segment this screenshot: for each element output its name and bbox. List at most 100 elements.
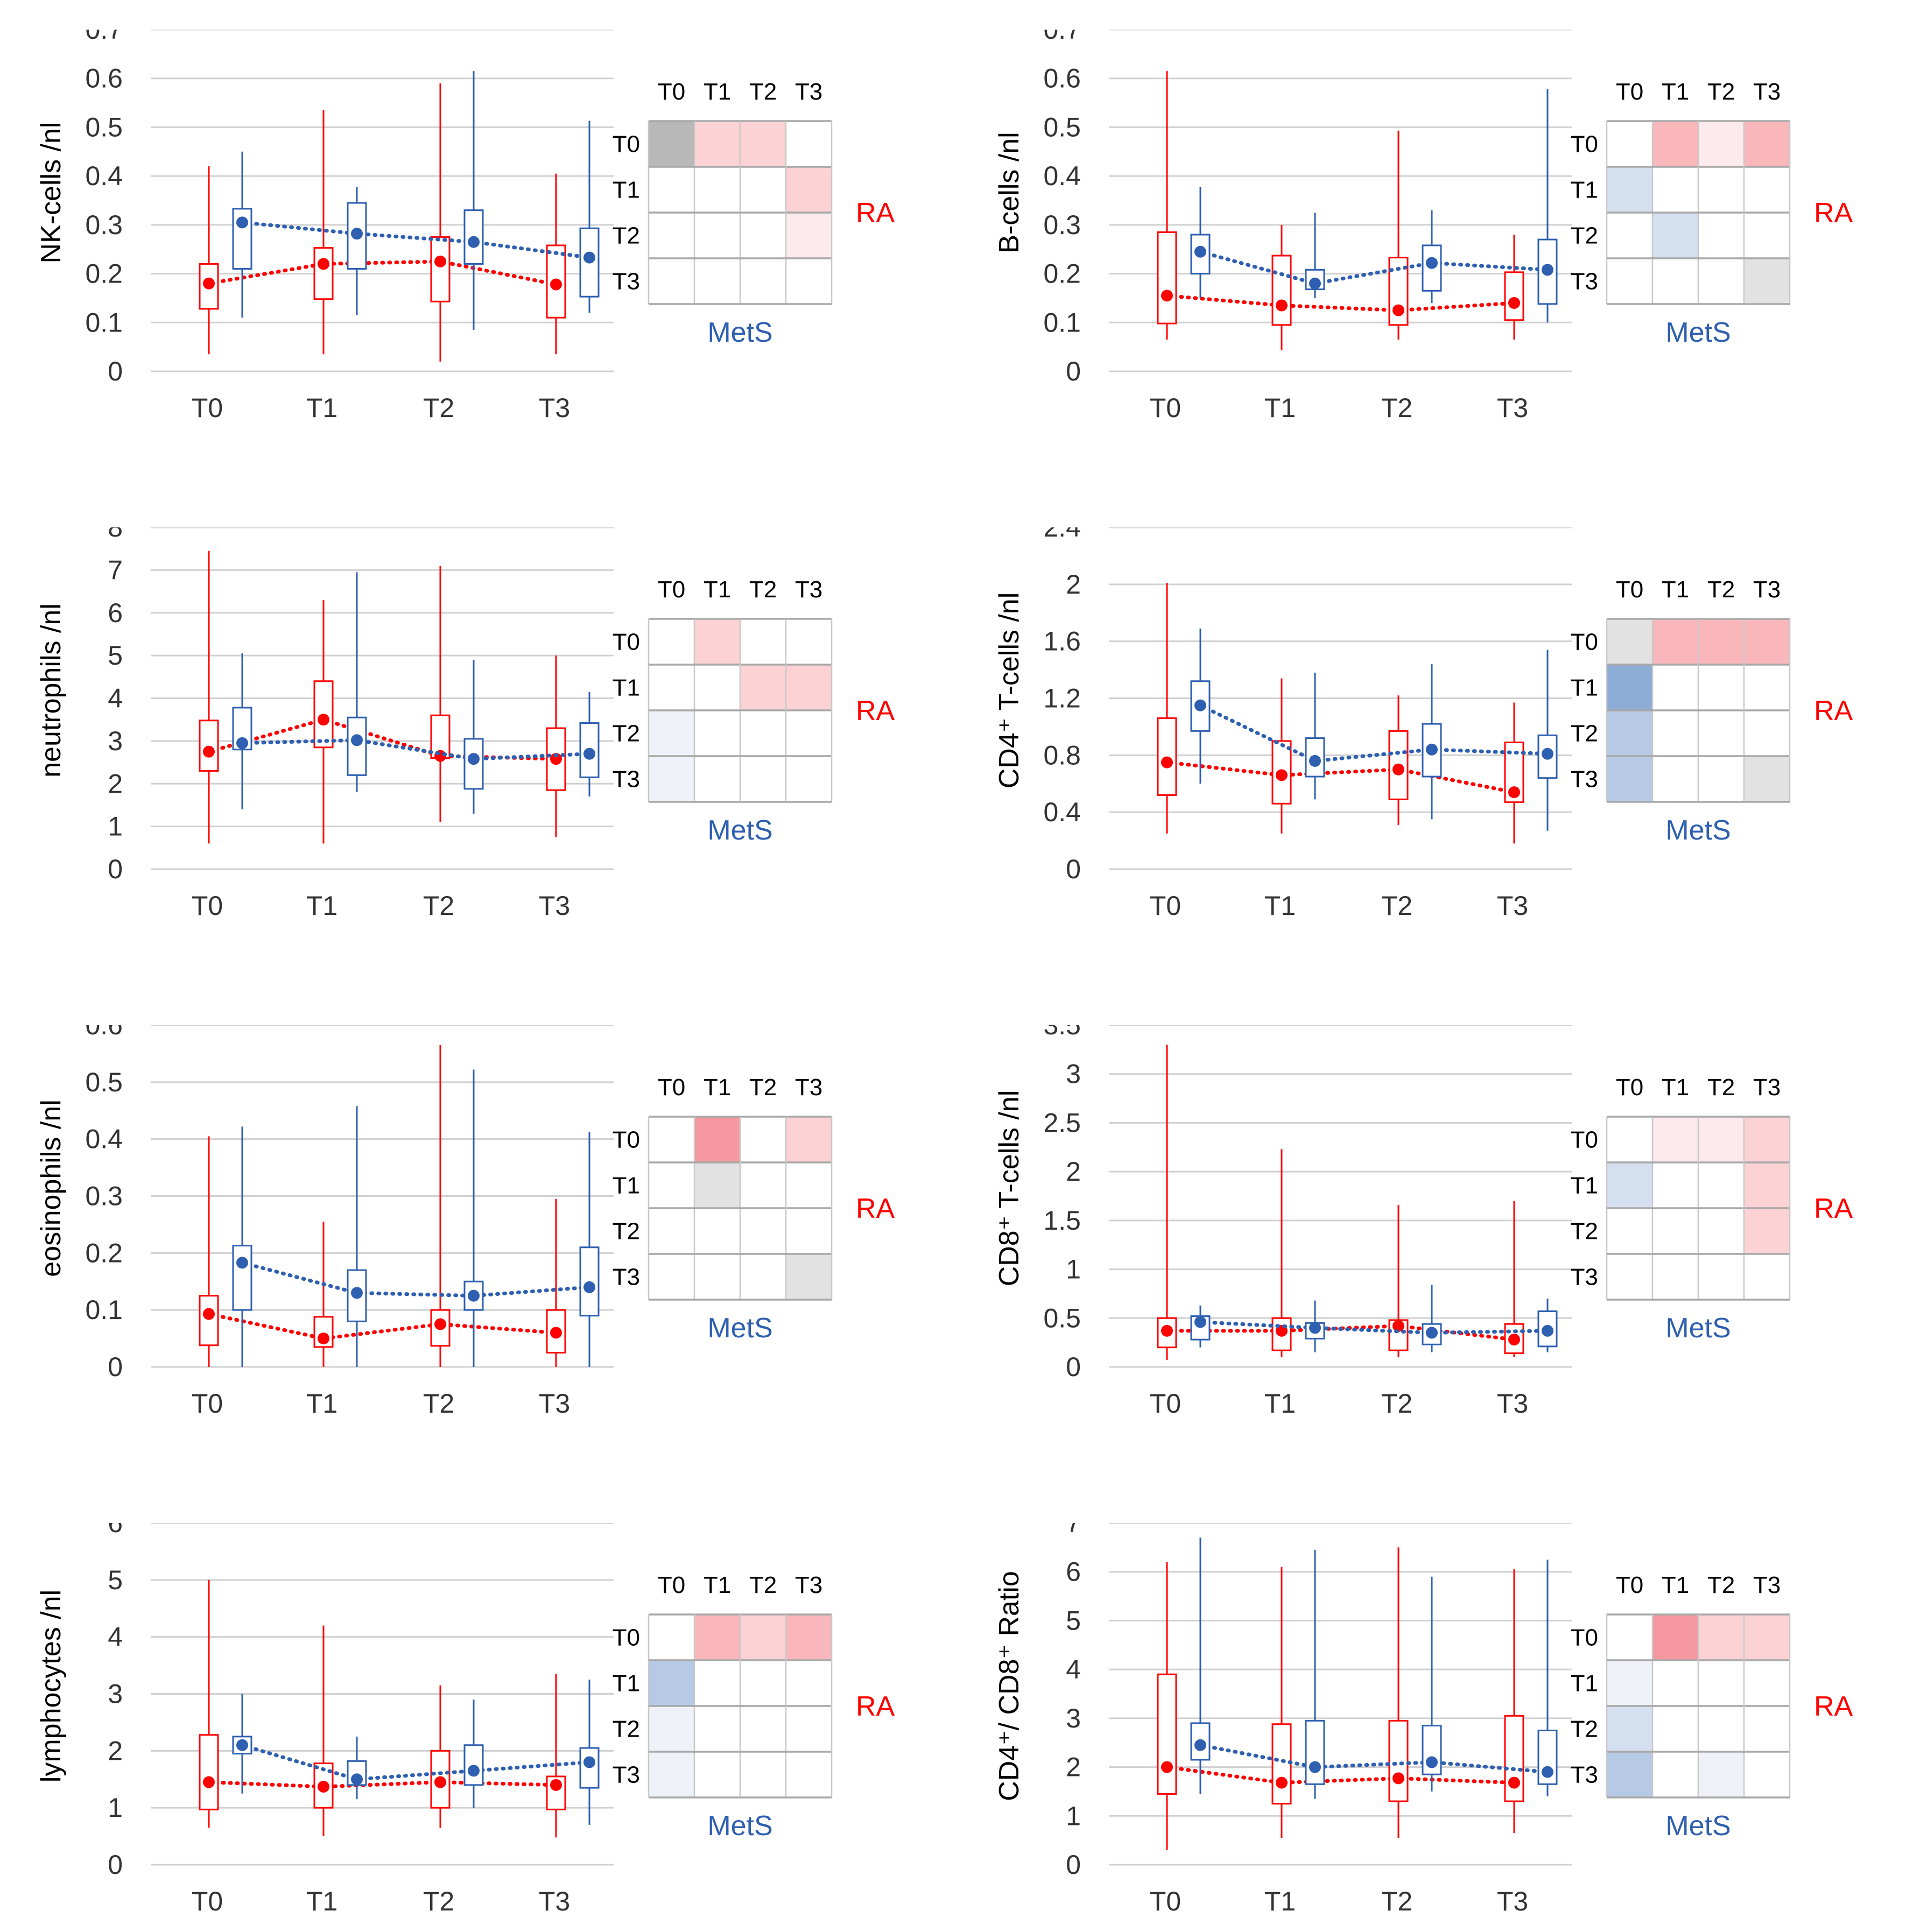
heatmap-row-label: T1 <box>613 1173 640 1199</box>
median-point-ra <box>434 255 446 267</box>
heatmap-col-label: T1 <box>704 576 731 603</box>
heatmap-row-label: T2 <box>1571 721 1598 747</box>
heatmap-cell <box>1698 710 1744 756</box>
y-tick-label: 0.5 <box>1043 1303 1081 1333</box>
x-tick-label: T0 <box>192 1388 223 1419</box>
heatmap-col-label: T3 <box>1753 79 1781 105</box>
heatmap-cell <box>740 1208 786 1254</box>
y-tick-label: 3 <box>108 726 123 756</box>
heatmap-cell <box>1744 1162 1790 1208</box>
heatmap-cell <box>694 1752 740 1797</box>
heatmap-cell <box>694 213 740 258</box>
heatmap-cell <box>1652 1752 1698 1797</box>
y-tick-label: 0.7 <box>1043 30 1081 45</box>
y-tick-label: 2.5 <box>1043 1108 1081 1138</box>
y-tick-label: 0.5 <box>85 1067 123 1097</box>
median-point-mets <box>1194 1316 1206 1328</box>
x-tick-label: T3 <box>1497 1388 1528 1419</box>
x-tick-label: T0 <box>1150 891 1181 921</box>
heatmap-cell <box>694 1117 740 1162</box>
iqr-box-ra <box>199 720 219 772</box>
median-line-ra <box>207 259 558 287</box>
median-point-mets <box>468 1765 480 1777</box>
heatmap-col-label: T3 <box>795 1572 822 1598</box>
heatmap-cell <box>694 665 740 710</box>
heatmap-cell <box>1698 1117 1744 1162</box>
heatmap-cell <box>649 258 694 304</box>
median-line-ra <box>207 1780 558 1789</box>
heatmap-cell <box>740 1254 786 1300</box>
median-line-mets <box>1198 703 1550 763</box>
median-point-ra <box>318 1332 329 1345</box>
y-tick-label: 2 <box>108 768 123 799</box>
y-tick-label: 1 <box>108 812 123 842</box>
y-tick-label: 0.2 <box>85 259 123 289</box>
median-line-mets <box>1198 1320 1550 1335</box>
median-point-ra <box>203 1776 215 1788</box>
median-point-mets <box>468 1289 480 1302</box>
median-point-ra <box>1392 304 1404 316</box>
heatmap-cell <box>649 213 694 258</box>
chart-panel-cd8: CD8⁺ T-cells /nl 0 0.5 1 1.5 2 2.5 3 3.5 T0 T1 T2 T3… <box>958 1025 1920 1434</box>
heatmap-col-label: T0 <box>1616 576 1643 603</box>
y-tick-label: 0.1 <box>85 1295 123 1325</box>
heatmap-mets-label: MetS <box>1665 1810 1731 1842</box>
median-point-ra <box>1508 297 1520 309</box>
y-tick-label: 5 <box>1066 1605 1081 1635</box>
heatmap-mets-label: MetS <box>707 1810 772 1842</box>
heatmap-cell <box>1744 213 1790 258</box>
y-tick-label: 0.4 <box>85 1124 123 1154</box>
heatmap-cell <box>786 756 832 802</box>
heatmap-cell <box>1607 1117 1652 1162</box>
median-line-mets <box>240 220 592 260</box>
heatmap-cell <box>1607 1660 1652 1706</box>
heatmap-cell <box>786 1208 832 1254</box>
heatmap-row-label: T1 <box>1571 177 1598 203</box>
heatmap-cell <box>1744 619 1790 665</box>
heatmap-cell <box>740 167 786 213</box>
heatmap-col-label: T1 <box>1662 576 1689 603</box>
chart-neutro: 0 1 2 3 4 5 6 7 8 T0 T1 T2 T3 T0 T0 T1 T1 T2 T2 T3 T3 RA MetS <box>108 527 895 921</box>
y-tick-label: 0.6 <box>1043 64 1081 94</box>
heatmap-row-label: T3 <box>1571 1762 1598 1788</box>
x-tick-label: T0 <box>1150 1886 1181 1916</box>
heatmap-cell <box>786 710 832 756</box>
heatmap-col-label: T0 <box>658 576 685 603</box>
heatmap-cell <box>1744 1208 1790 1254</box>
heatmap-cell <box>1698 1752 1744 1797</box>
median-point-ra <box>318 714 329 726</box>
median-point-ra <box>550 1779 562 1791</box>
x-tick-label: T1 <box>306 891 337 921</box>
heatmap-cell <box>1698 1614 1744 1660</box>
heatmap-cell <box>649 1752 694 1797</box>
heatmap-cell <box>1652 1162 1698 1208</box>
heatmap-cell <box>1652 1117 1698 1162</box>
median-point-ra <box>203 1308 215 1320</box>
heatmap-col-label: T0 <box>658 79 685 105</box>
heatmap-row-label: T3 <box>1571 269 1598 295</box>
x-tick-label: T2 <box>1381 393 1412 423</box>
x-tick-label: T2 <box>1381 891 1412 921</box>
heatmap-cell <box>786 619 832 665</box>
median-point-ra <box>203 277 215 290</box>
median-line-mets <box>240 1260 592 1298</box>
median-point-mets <box>1542 748 1553 760</box>
median-point-mets <box>236 216 248 229</box>
median-point-mets <box>1542 1766 1553 1778</box>
median-point-mets <box>1309 1761 1321 1773</box>
median-point-ra <box>318 1781 329 1793</box>
heatmap-cell <box>1744 1706 1790 1752</box>
median-point-ra <box>1392 1320 1404 1332</box>
heatmap-col-label: T2 <box>749 79 777 105</box>
heatmap-ra-label: RA <box>856 1691 895 1722</box>
x-tick-label: T3 <box>1497 1886 1528 1916</box>
heatmap-row-label: T1 <box>613 675 640 701</box>
heatmap-cell <box>1698 1162 1744 1208</box>
heatmap-cell <box>786 1162 832 1208</box>
heatmap-cell <box>1698 756 1744 802</box>
y-tick-label: 6 <box>108 1523 123 1538</box>
y-tick-label: 1.6 <box>1043 626 1081 657</box>
chart-panel-ratio: CD4⁺/ CD8⁺ Ratio 0 1 2 3 4 5 6 7 T0 T1 T2 T3 T0 T0 T1 T1… <box>958 1523 1920 1932</box>
heatmap-cell <box>649 167 694 213</box>
heatmap-col-label: T2 <box>1707 576 1735 603</box>
